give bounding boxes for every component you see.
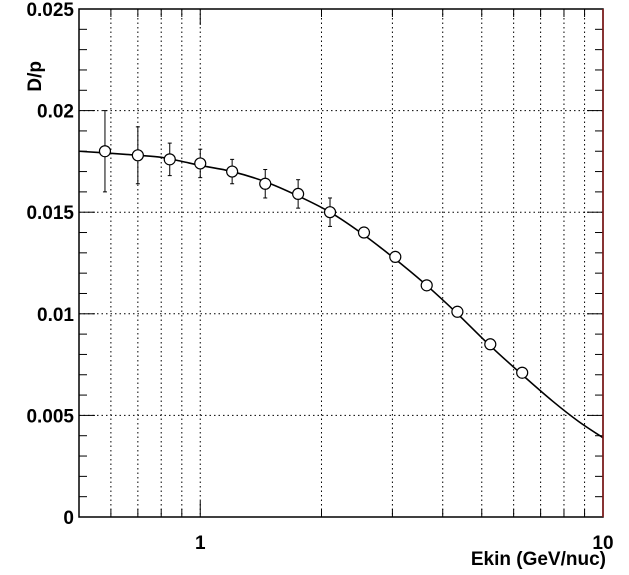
data-point-marker (131, 149, 144, 162)
y-tick-label: 0 (63, 508, 74, 529)
data-points (98, 110, 529, 379)
y-tick-label: 0.02 (37, 102, 74, 123)
data-point-marker (292, 187, 305, 201)
x-tick-label: 10 (592, 533, 613, 554)
y-tick-label: 0.005 (26, 406, 74, 427)
y-tick-label: 0.01 (37, 305, 74, 326)
tick-labels: 1 10 0 0.005 0.01 0.015 0.02 0.025 (26, 0, 613, 554)
data-point-marker (484, 338, 497, 351)
data-point-marker (420, 279, 433, 292)
data-point-marker (389, 250, 402, 264)
data-point-marker (226, 165, 239, 178)
y-tick-label: 0.025 (26, 0, 74, 21)
data-point-marker (98, 145, 112, 158)
data-point-marker (451, 305, 464, 318)
data-point-marker (357, 226, 371, 239)
x-tick-label: 1 (195, 533, 206, 554)
x-axis-title: Ekin (GeV/nuc) (471, 549, 606, 570)
data-point-marker (516, 366, 529, 379)
y-tick-label: 0.015 (26, 203, 74, 224)
data-point-marker (259, 177, 272, 190)
data-point-marker (194, 157, 207, 170)
data-point-marker (163, 153, 176, 166)
data-point-marker (323, 206, 337, 219)
y-axis-title: D/p (25, 61, 46, 92)
